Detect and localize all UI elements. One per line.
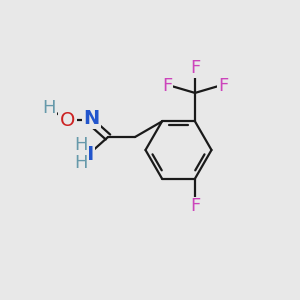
Text: F: F [190, 197, 200, 215]
Text: H: H [42, 99, 56, 117]
Text: F: F [190, 59, 200, 77]
Text: N: N [83, 109, 100, 128]
Text: N: N [77, 145, 93, 164]
Text: O: O [60, 111, 75, 130]
Text: H: H [74, 154, 88, 172]
Text: F: F [162, 77, 172, 95]
Text: H: H [74, 136, 88, 154]
Text: F: F [218, 77, 228, 95]
